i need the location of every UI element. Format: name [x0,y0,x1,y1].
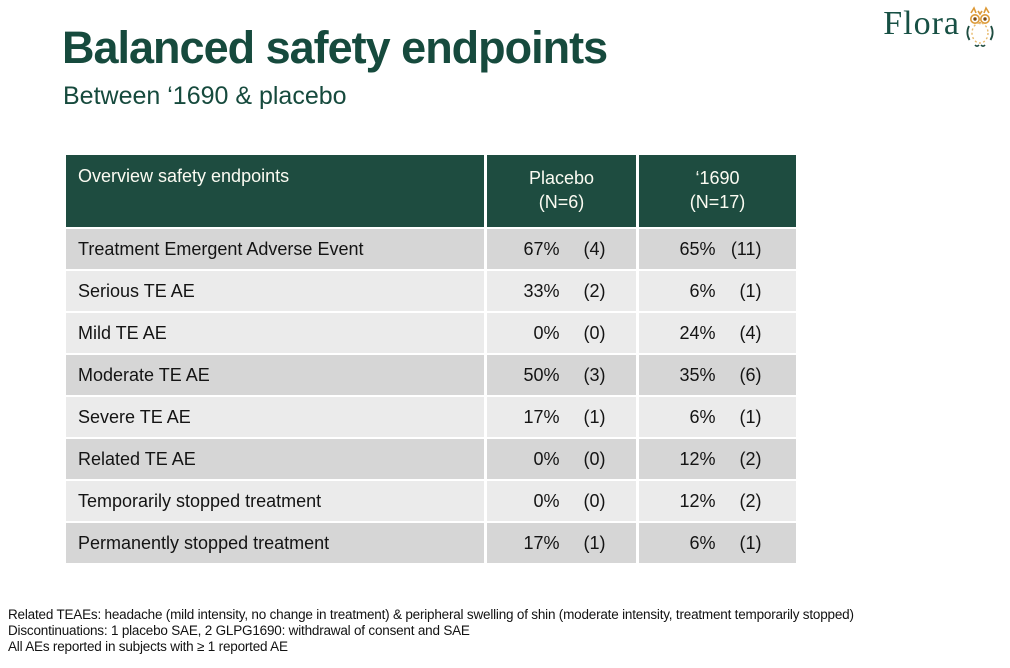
row-label: Severe TE AE [66,397,484,439]
table-row: Related TE AE 0% (0) 12% (2) [66,439,796,481]
g1690-value: 6% (1) [636,271,796,313]
page-title: Balanced safety endpoints [62,22,608,73]
header-1690-name: ‘1690 [695,168,740,188]
header-overview: Overview safety endpoints [66,155,484,229]
footnote-all-aes: All AEs reported in subjects with ≥ 1 re… [8,639,288,654]
table-row: Permanently stopped treatment 17% (1) 6%(… [66,523,796,565]
g1690-value: 24% (4) [636,313,796,355]
row-label: Moderate TE AE [66,355,484,397]
table-row: Mild TE AE 0% (0) 24% (4) [66,313,796,355]
table-row: Treatment Emergent Adverse Event 67% (4) … [66,229,796,271]
table-row: Moderate TE AE 50% (3) 35% (6) [66,355,796,397]
safety-endpoints-table: Overview safety endpoints Placebo (N=6) … [66,155,796,565]
placebo-value: 0% (0) [484,313,636,355]
row-label: Temporarily stopped treatment [66,481,484,523]
header-1690-n: (N=17) [689,192,746,212]
row-label: Treatment Emergent Adverse Event [66,229,484,271]
footnote-related-teaes: Related TEAEs: headache (mild intensity,… [8,607,854,622]
placebo-value: 67% (4) [484,229,636,271]
g1690-value: 6% (1) [636,397,796,439]
row-label: Related TE AE [66,439,484,481]
placebo-value: 33% (2) [484,271,636,313]
header-1690: ‘1690 (N=17) [636,155,796,229]
header-placebo: Placebo (N=6) [484,155,636,229]
table-row: Temporarily stopped treatment 0% (0) 12%(… [66,481,796,523]
page-subtitle: Between ‘1690 & placebo [63,82,347,110]
row-label: Serious TE AE [66,271,484,313]
owl-icon [964,6,996,53]
g1690-value: 35% (6) [636,355,796,397]
placebo-value: 17% (1) [484,523,636,565]
placebo-value: 50% (3) [484,355,636,397]
header-placebo-name: Placebo [528,168,595,188]
flora-logo-text: Flora [883,5,960,42]
footnote-discontinuations: Discontinuations: 1 placebo SAE, 2 GLPG1… [8,623,470,638]
placebo-value: 0% (0) [484,439,636,481]
flora-logo: Flora [883,4,996,53]
table-row: Serious TE AE 33% (2) 6% (1) [66,271,796,313]
g1690-value: 6% (1) [636,523,796,565]
row-label: Permanently stopped treatment [66,523,484,565]
g1690-value: 65% (11) [636,229,796,271]
g1690-value: 12% (2) [636,481,796,523]
placebo-value: 0% (0) [484,481,636,523]
table-row: Severe TE AE 17% (1) 6% (1) [66,397,796,439]
header-placebo-n: (N=6) [538,192,585,212]
table-header-row: Overview safety endpoints Placebo (N=6) … [66,155,796,229]
footnotes: Related TEAEs: headache (mild intensity,… [8,607,998,655]
placebo-value: 17% (1) [484,397,636,439]
row-label: Mild TE AE [66,313,484,355]
g1690-value: 12% (2) [636,439,796,481]
